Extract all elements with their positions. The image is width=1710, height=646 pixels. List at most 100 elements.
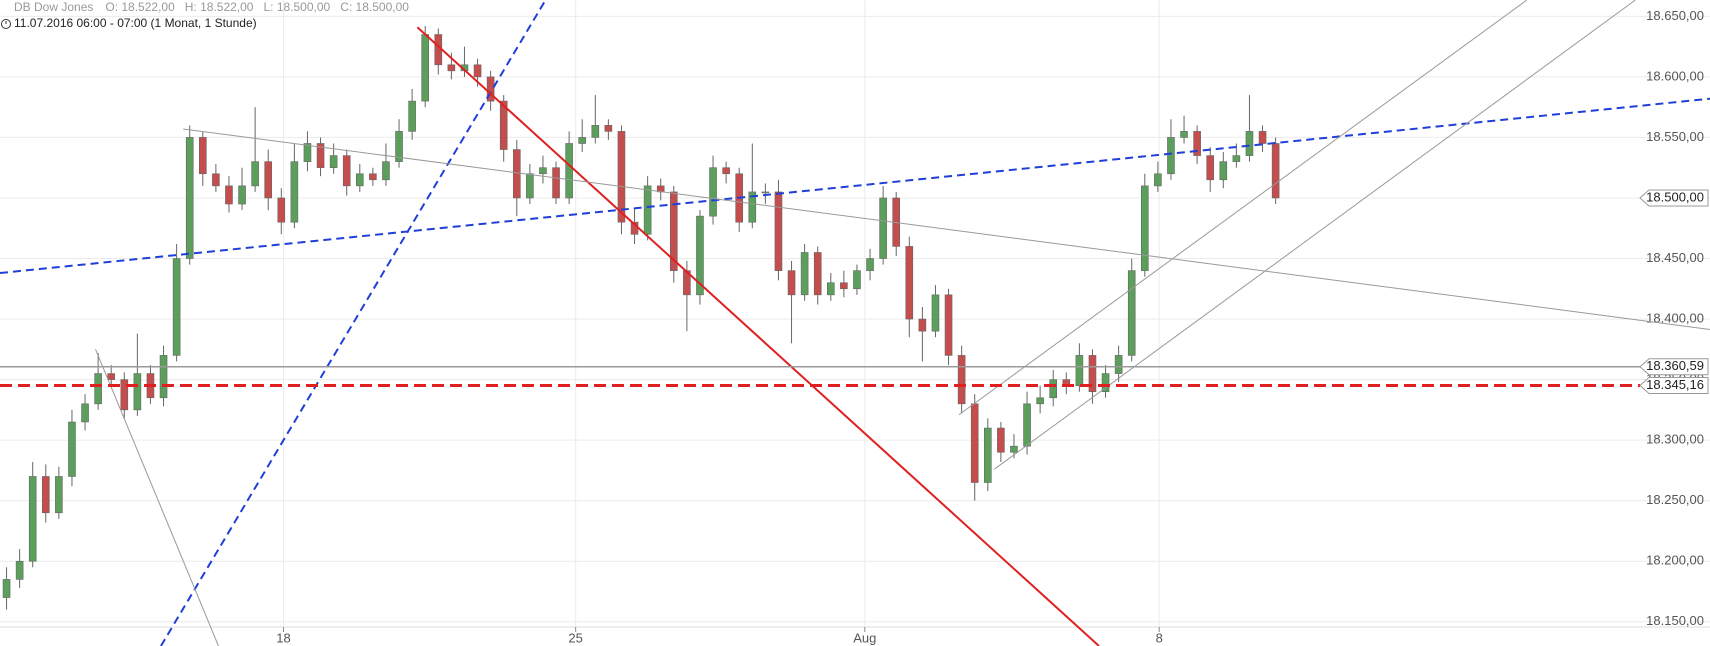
candle-body	[983, 427, 992, 483]
candle-body	[68, 421, 76, 477]
candle-body	[198, 137, 207, 175]
candle-body	[225, 185, 233, 205]
y-tick-label: 18.450,00	[1646, 250, 1704, 265]
candle-body	[421, 34, 430, 102]
candle-body	[369, 173, 377, 181]
candle-body	[539, 167, 547, 175]
trendline	[183, 128, 1710, 330]
candle-body	[382, 161, 390, 181]
header: DB Dow Jones 11.07.2016 06:00 - 07:00 (1…	[1, 0, 257, 30]
candles	[2, 26, 1280, 610]
candle-body	[970, 403, 979, 483]
candle-body	[840, 282, 848, 290]
candle-body	[316, 143, 325, 169]
candle-body	[709, 167, 717, 217]
candle-body	[800, 252, 809, 296]
candle-body	[1140, 185, 1149, 271]
price-tag	[1639, 358, 1709, 376]
candle-body	[264, 161, 273, 199]
candle-body	[1154, 173, 1162, 187]
candle-body	[212, 173, 220, 187]
candle-body	[1088, 355, 1097, 393]
y-tick-label: 18.300,00	[1646, 432, 1704, 447]
candle-body	[866, 258, 874, 271]
trendline	[95, 349, 219, 646]
candle-body	[1023, 403, 1031, 447]
grid	[0, 0, 1710, 628]
candle-body	[1193, 131, 1201, 156]
candle-body	[813, 252, 822, 296]
candle-body	[408, 100, 416, 132]
candle-body	[185, 137, 194, 259]
candle-body	[342, 155, 351, 187]
candle-body	[591, 125, 600, 138]
candle-body	[41, 476, 50, 514]
trendline	[994, 0, 1636, 470]
ohlc-label: O: 18.522,00	[105, 0, 175, 14]
price-tag-label: 18.345,16	[1646, 377, 1704, 392]
trendline	[0, 97, 1710, 275]
price-tag	[1639, 189, 1709, 207]
candle-body	[55, 476, 63, 514]
candle-body	[133, 373, 142, 411]
candle-body	[447, 64, 456, 72]
candle-body	[15, 560, 24, 580]
candle-body	[617, 131, 626, 223]
y-tick-label: 18.200,00	[1646, 553, 1704, 568]
candle-body	[1036, 397, 1044, 405]
candle-body	[761, 191, 770, 194]
candle-body	[120, 379, 129, 411]
candle-body	[918, 318, 927, 332]
candle-body	[669, 191, 678, 271]
y-tick-label: 18.250,00	[1646, 492, 1704, 507]
candle-body	[107, 373, 116, 380]
candle-body	[1219, 161, 1228, 181]
candle-body	[905, 246, 914, 320]
candle-body	[578, 137, 587, 144]
candle-body	[1114, 355, 1123, 374]
candle-body	[604, 125, 613, 132]
candle-body	[159, 355, 168, 399]
candle-body	[853, 270, 861, 290]
candle-body	[552, 167, 560, 199]
trendline	[958, 0, 1528, 416]
candle-body	[290, 161, 299, 223]
y-tick-label: 18.550,00	[1646, 129, 1704, 144]
candle-body	[1271, 143, 1280, 199]
price-tag-label: 18.360,59	[1646, 358, 1704, 373]
price-tag-label: 18.500,00	[1646, 189, 1704, 204]
candle-body	[931, 294, 940, 332]
candle-body	[787, 270, 796, 296]
y-tick-label: 18.650,00	[1646, 8, 1704, 23]
price-tag	[1639, 376, 1709, 394]
candle-body	[826, 282, 835, 296]
x-tick-label: 25	[568, 630, 582, 645]
chart-subtitle: 11.07.2016 06:00 - 07:00 (1 Monat, 1 Stu…	[14, 16, 257, 30]
candle-body	[1245, 131, 1254, 156]
candle-body	[329, 155, 338, 169]
ohlc-label: C: 18.500,00	[340, 0, 409, 14]
candle-body	[1180, 131, 1188, 138]
candle-body	[1075, 355, 1084, 386]
x-tick-label: Aug	[853, 630, 876, 645]
candle-body	[238, 185, 246, 205]
candle-body	[997, 427, 1005, 453]
candle-body	[565, 143, 573, 199]
candle-body	[355, 173, 364, 187]
candle-body	[879, 197, 887, 259]
candle-body	[172, 258, 181, 356]
ohlc-label: L: 18.500,00	[263, 0, 330, 14]
clock-icon	[1, 19, 11, 29]
candle-body	[774, 191, 783, 271]
candle-body	[1127, 270, 1136, 356]
candle-body	[722, 167, 730, 175]
trendline	[416, 26, 1100, 646]
candle-body	[1049, 379, 1058, 399]
candle-body	[1206, 155, 1215, 181]
candle-body	[957, 355, 966, 405]
y-tick-label: 18.400,00	[1646, 311, 1704, 326]
candle-body	[643, 185, 652, 235]
candle-body	[696, 215, 704, 296]
y-tick-label: 18.600,00	[1646, 68, 1704, 83]
